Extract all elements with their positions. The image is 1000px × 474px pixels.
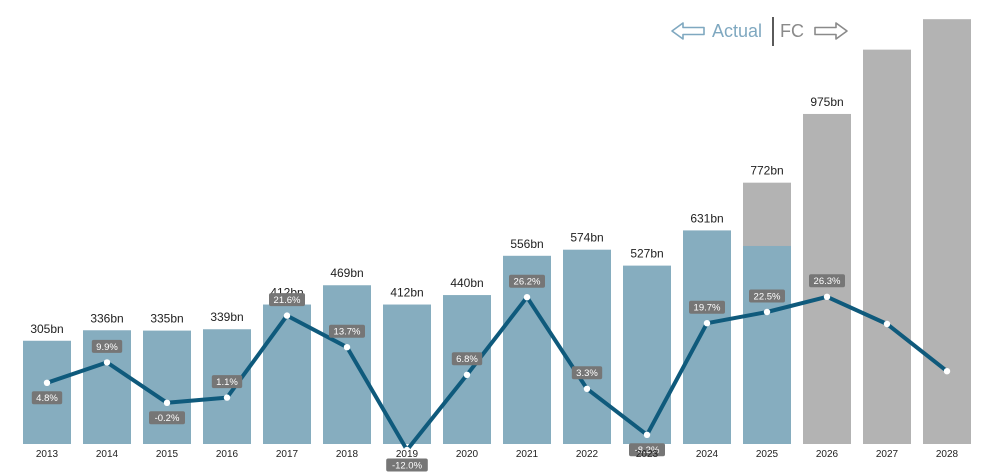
growth-label-2014: 9.9% xyxy=(96,342,118,353)
growth-label-bg-2019 xyxy=(386,458,428,472)
value-label-2015: 335bn xyxy=(150,312,183,326)
bar-actual-2023 xyxy=(623,265,671,444)
growth-label-2016: 1.1% xyxy=(216,377,238,388)
growth-point-2019 xyxy=(403,446,411,454)
growth-label-2021: 26.2% xyxy=(514,277,541,288)
value-label-2019: 412bn xyxy=(390,286,423,300)
x-tick-label-2013: 2013 xyxy=(36,449,59,460)
value-label-2024: 631bn xyxy=(690,211,723,225)
x-tick-label-2017: 2017 xyxy=(276,449,299,460)
value-label-2025: 772bn xyxy=(750,164,783,178)
legend-forecast-label: FC xyxy=(780,21,804,41)
bar-forecast-2027 xyxy=(863,49,911,445)
growth-point-2020 xyxy=(463,371,471,378)
legend: Actual FC xyxy=(671,17,848,46)
value-label-2022: 574bn xyxy=(570,231,603,245)
growth-label-bg-2015 xyxy=(149,411,185,425)
x-tick-label-2021: 2021 xyxy=(516,449,539,460)
growth-line-path xyxy=(45,294,949,452)
growth-point-2018 xyxy=(343,344,351,351)
legend-actual-label: Actual xyxy=(712,21,762,41)
bar-actual-2024 xyxy=(683,230,731,444)
value-label-2014: 336bn xyxy=(90,311,123,325)
growth-label-bg-2017 xyxy=(269,293,305,307)
value-label-2016: 339bn xyxy=(210,310,243,324)
growth-point-2013 xyxy=(43,379,51,386)
x-tick-label-2014: 2014 xyxy=(96,449,119,460)
x-axis: 2013 2014 2015 2016 2017 2018 2019 2020 2021 2022… xyxy=(36,449,959,460)
growth-point-2017 xyxy=(283,312,291,319)
x-tick-label-2024: 2024 xyxy=(696,449,719,460)
growth-label-2024: 19.7% xyxy=(694,303,721,314)
x-tick-label-2022: 2022 xyxy=(576,449,599,460)
growth-label-2026: 26.3% xyxy=(814,276,841,287)
bar-actual-2020 xyxy=(443,295,491,444)
growth-label-bg-2016 xyxy=(211,375,243,389)
growth-point-2016 xyxy=(223,394,231,401)
growth-label-2017: 21.6% xyxy=(274,295,301,306)
x-tick-label-2028: 2028 xyxy=(936,449,959,460)
value-label-2021: 556bn xyxy=(510,237,543,251)
value-label-2018: 469bn xyxy=(330,266,363,280)
value-label-2013: 305bn xyxy=(30,322,63,336)
growth-point-2025 xyxy=(763,308,771,316)
bar-actual-2022 xyxy=(563,249,611,444)
growth-label-bg-2018 xyxy=(329,324,365,338)
bar-forecast-2028 xyxy=(923,19,971,445)
growth-point-2027 xyxy=(883,320,891,328)
bars xyxy=(23,19,971,445)
left-arrow-icon xyxy=(671,22,705,40)
growth-label-bg-2020 xyxy=(451,352,483,366)
growth-labels: 4.8% 9.9% -0.2% 1.1% 21.6% 13.7% -12.0% 6.8% 26.… xyxy=(31,274,845,472)
growth-point-2024 xyxy=(703,320,711,327)
growth-point-2022 xyxy=(583,385,591,392)
x-tick-label-2027: 2027 xyxy=(876,449,899,460)
growth-point-2026 xyxy=(823,293,831,300)
x-tick-label-2020: 2020 xyxy=(456,449,479,460)
growth-point-2023 xyxy=(643,431,651,438)
growth-label-2015: -0.2% xyxy=(155,413,180,424)
growth-label-2018: 13.7% xyxy=(334,327,361,338)
bar-actual-2017 xyxy=(263,304,311,444)
growth-label-bg-2021 xyxy=(509,274,545,288)
value-label-2026: 975bn xyxy=(810,95,843,109)
growth-point-2028 xyxy=(943,368,951,375)
x-tick-label-2025: 2025 xyxy=(756,449,779,460)
growth-point-2014 xyxy=(103,359,111,366)
growth-point-2015 xyxy=(163,399,171,406)
right-arrow-icon xyxy=(814,22,848,40)
growth-label-bg-2022 xyxy=(571,366,603,380)
x-tick-label-2019: 2019 xyxy=(396,449,419,460)
growth-label-bg-2025 xyxy=(749,289,785,303)
growth-label-2023: -8.2% xyxy=(635,445,660,456)
value-label-2023: 527bn xyxy=(630,247,663,261)
growth-label-2013: 4.8% xyxy=(36,393,58,404)
bar-actual-2018 xyxy=(323,285,371,444)
growth-label-2022: 3.3% xyxy=(576,368,598,379)
x-tick-label-2016: 2016 xyxy=(216,449,239,460)
x-tick-label-2018: 2018 xyxy=(336,449,359,460)
growth-label-bg-2024 xyxy=(689,300,725,314)
x-tick-label-2026: 2026 xyxy=(816,449,839,460)
bar-actual-2025 xyxy=(743,245,791,444)
growth-label-bg-2014 xyxy=(91,339,123,353)
growth-label-2025: 22.5% xyxy=(754,291,781,302)
growth-point-2021 xyxy=(523,294,531,301)
x-tick-label-2023: 2023 xyxy=(636,449,659,460)
growth-line xyxy=(43,293,951,454)
growth-label-bg-2026 xyxy=(809,274,845,288)
bar-actual-2015 xyxy=(143,330,191,444)
growth-label-bg-2023 xyxy=(629,443,665,457)
x-tick-label-2015: 2015 xyxy=(156,449,179,460)
value-label-2020: 440bn xyxy=(450,276,483,290)
growth-label-2019: -12.0% xyxy=(392,460,423,471)
growth-label-bg-2013 xyxy=(31,391,63,405)
growth-label-2020: 6.8% xyxy=(456,354,478,365)
